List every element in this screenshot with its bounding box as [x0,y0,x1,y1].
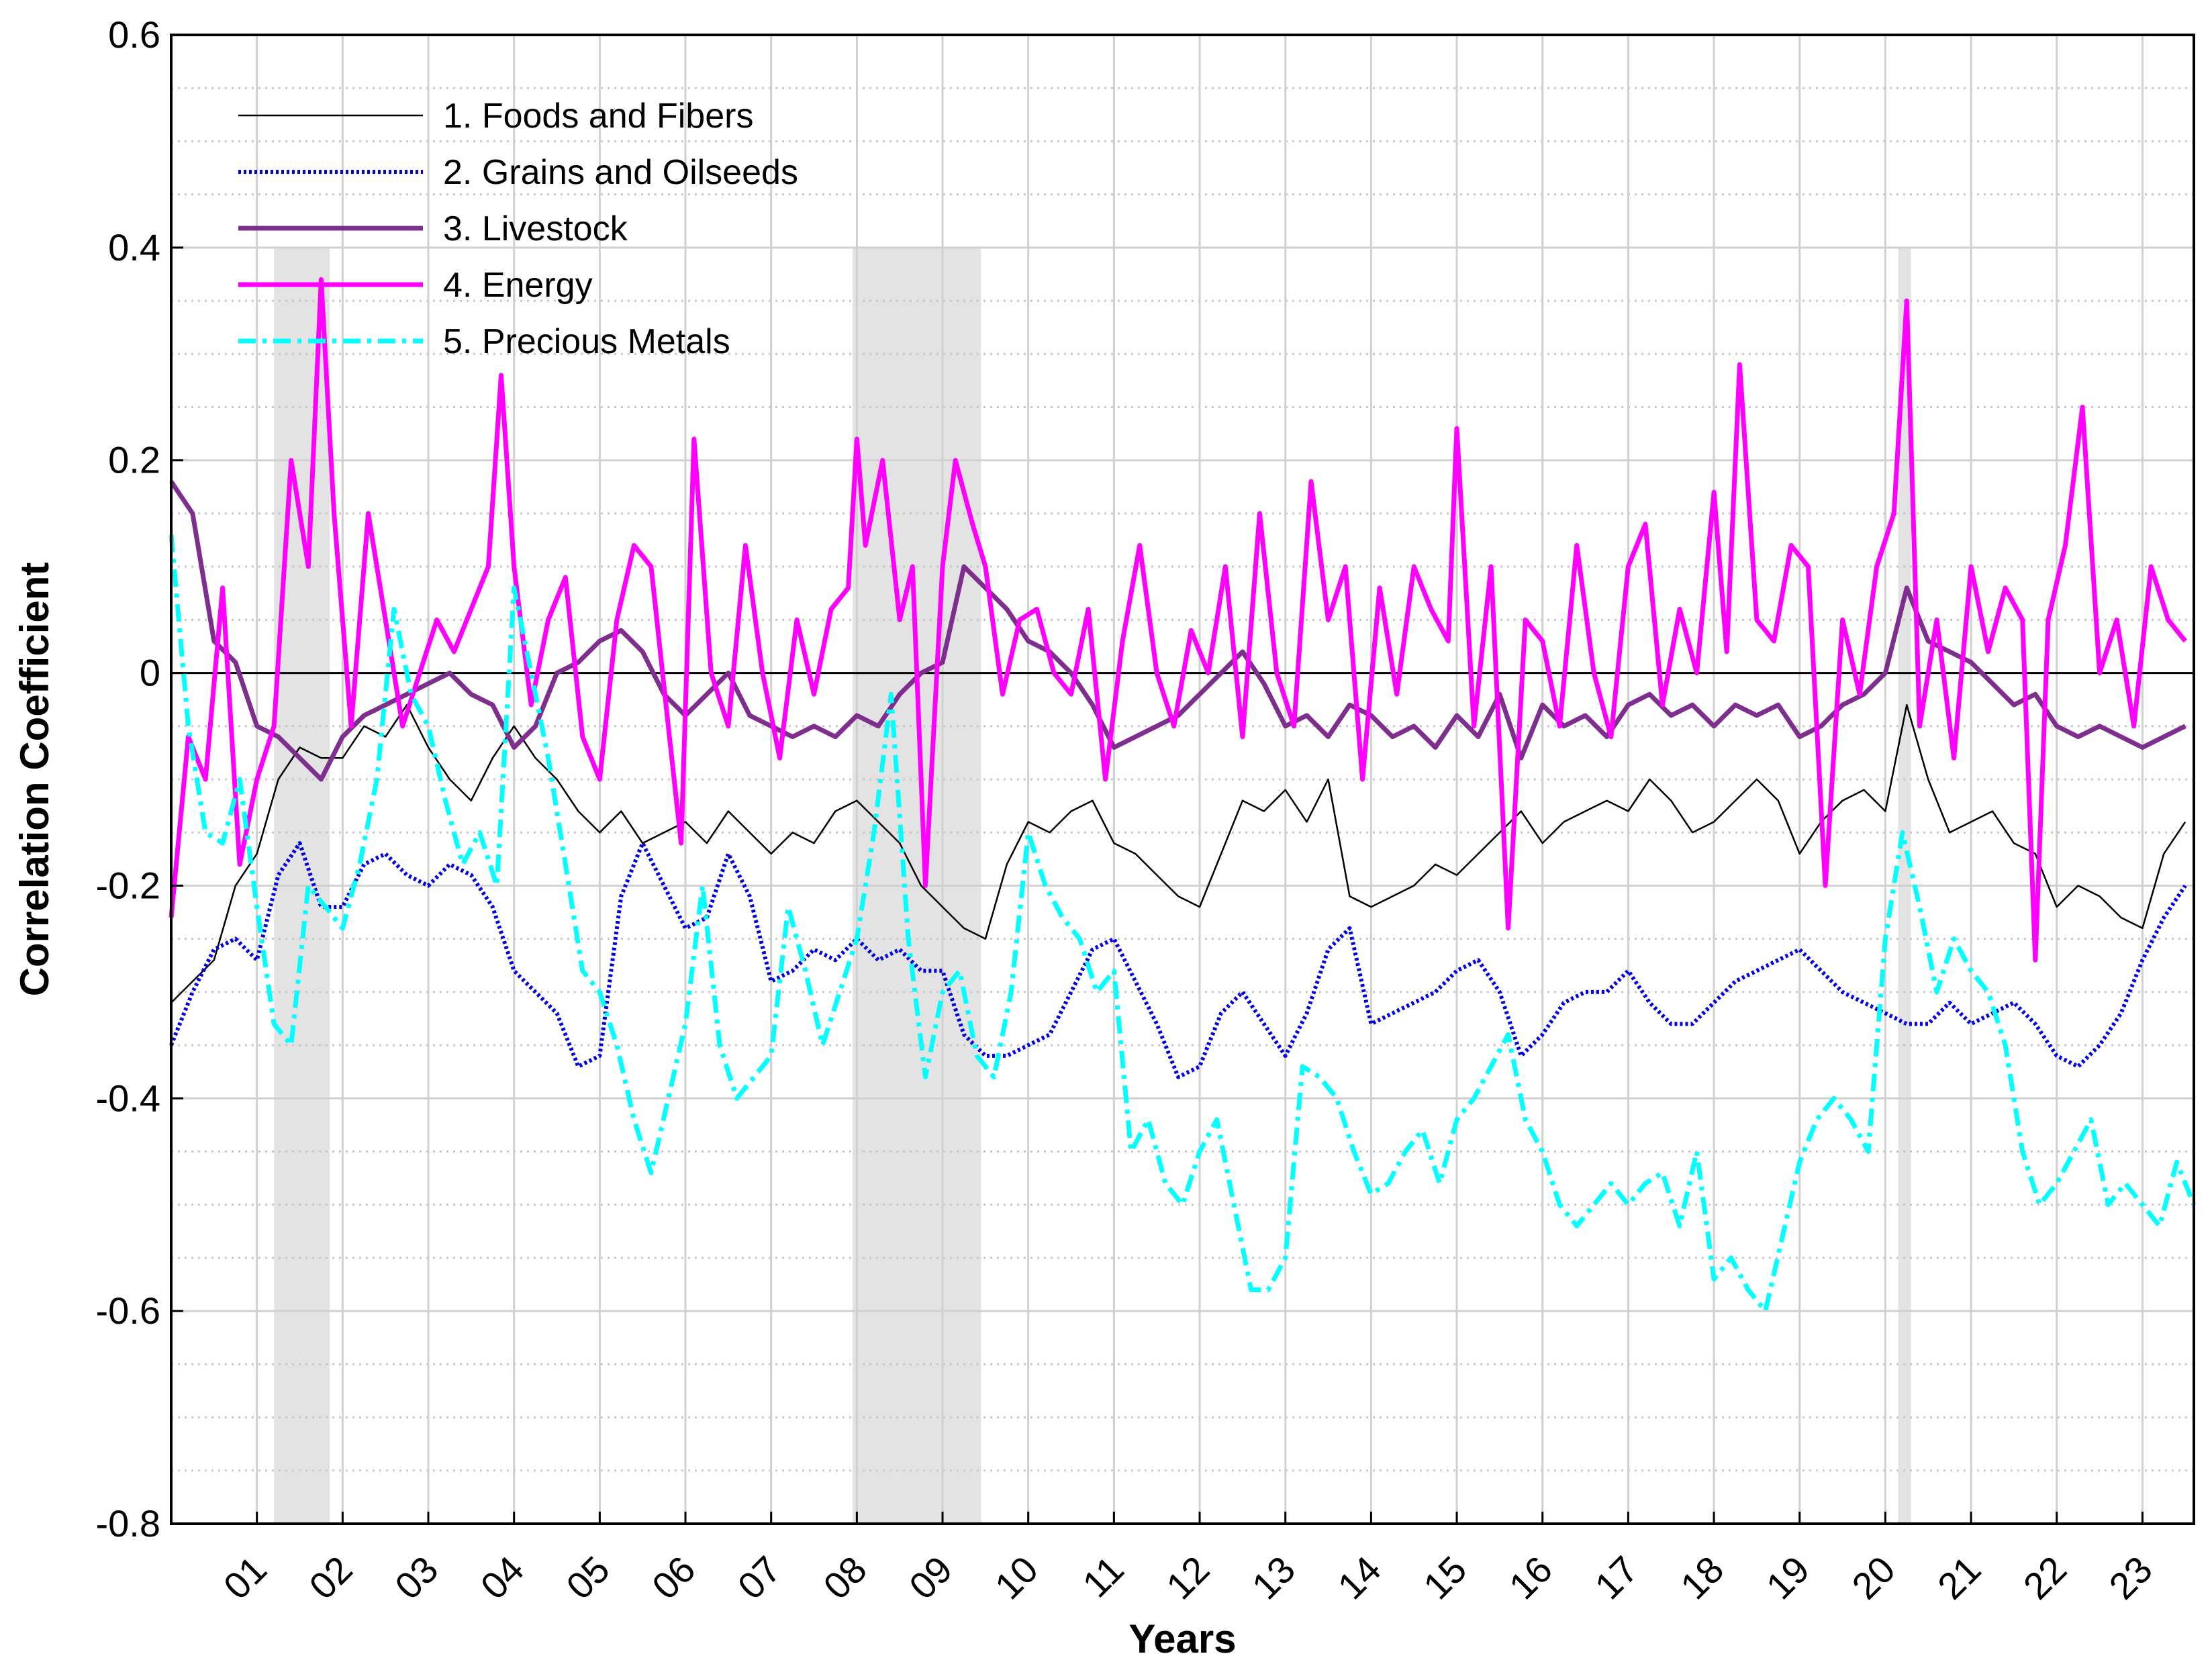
legend-label-3: 3. Livestock [443,209,628,248]
x-tick-label: 09 [901,1548,961,1608]
series-line-2 [169,841,2187,1079]
y-tick-label: -0.6 [96,1289,161,1332]
x-tick-label: 21 [1929,1548,1989,1608]
x-tick-label: 03 [387,1548,446,1608]
x-tick-label: 06 [644,1548,704,1608]
series-layer [169,277,2197,1314]
x-tick-label: 20 [1843,1548,1903,1608]
legend: 1. Foods and Fibers 2. Grains and Oilseed… [238,97,798,361]
x-tick-label: 02 [301,1548,360,1608]
legend-label-1: 1. Foods and Fibers [443,97,753,136]
y-tick-label: -0.8 [96,1502,161,1545]
series-line-5 [169,534,2197,1314]
grid-layer [171,34,2194,1525]
y-tick-label: 0.6 [108,13,160,56]
x-tick-label: 08 [815,1548,875,1608]
y-tick-label: -0.2 [96,864,161,906]
y-axis-title: Correlation Coefficient [12,563,57,997]
x-tick-label: 11 [1074,1548,1132,1606]
x-tick-label: 07 [730,1548,789,1608]
x-tick-label: 12 [1158,1548,1218,1608]
x-tick-label: 13 [1244,1548,1304,1608]
y-tick-label: -0.4 [96,1077,161,1119]
x-tick-label: 14 [1329,1548,1389,1608]
x-tick-label: 01 [215,1548,275,1608]
x-tick-label: 04 [473,1548,532,1608]
legend-label-5: 5. Precious Metals [443,322,730,361]
y-tick-label: 0.4 [108,226,160,268]
y-tick-label: 0.2 [108,439,160,481]
legend-label-2: 2. Grains and Oilseeds [443,153,798,192]
x-tick-label: 05 [558,1548,618,1608]
x-tick-label: 17 [1586,1548,1646,1608]
plot-frame [170,34,2195,1525]
x-tick-label: 19 [1758,1548,1818,1608]
y-tick-label: 0 [140,652,160,694]
x-tick-label: 18 [1672,1548,1732,1608]
series-line-4 [169,277,2187,963]
x-tick-label: 16 [1501,1548,1561,1608]
x-tick-label: 22 [2015,1548,2075,1608]
x-tick-label: 15 [1415,1548,1475,1608]
legend-label-4: 4. Energy [443,266,593,305]
x-tick-label: 10 [987,1548,1047,1608]
x-axis-title: Years [1128,1616,1236,1660]
x-tick-label: 23 [2101,1548,2160,1608]
